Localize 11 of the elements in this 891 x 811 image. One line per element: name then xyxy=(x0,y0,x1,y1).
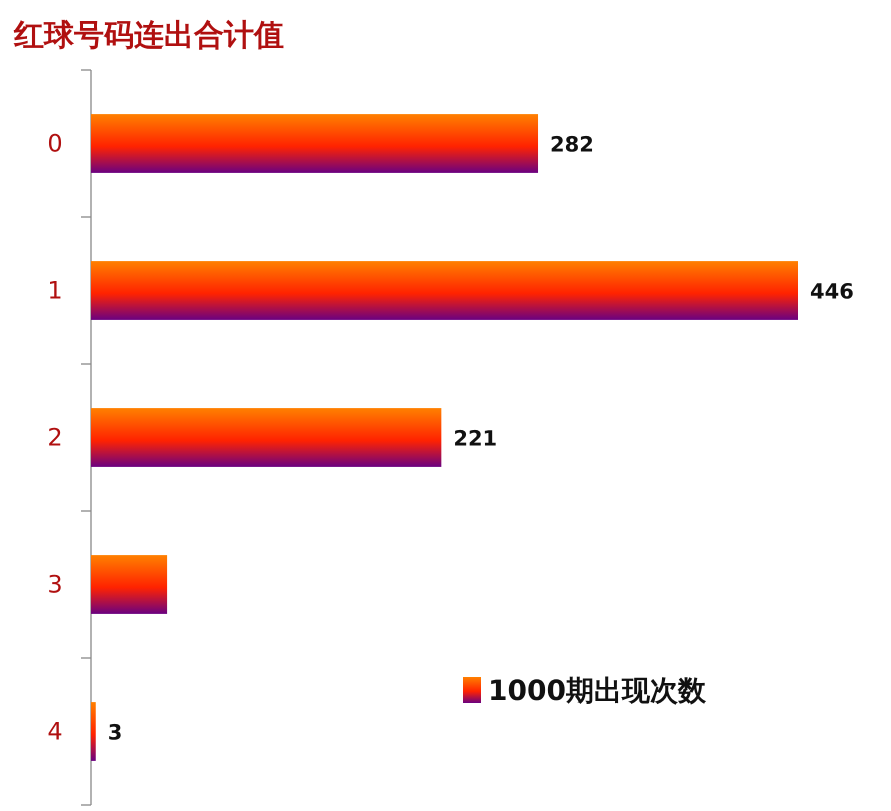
chart-title: 红球号码连出合计值 xyxy=(13,18,284,53)
y-tick-label: 4 xyxy=(47,718,63,746)
data-label: 282 xyxy=(550,132,594,156)
y-tick-label: 3 xyxy=(47,570,63,598)
y-tick-label: 0 xyxy=(47,130,63,158)
y-tick-label: 1 xyxy=(47,276,63,304)
data-label: 221 xyxy=(453,426,498,450)
y-tick-label: 2 xyxy=(47,424,63,452)
data-label: 3 xyxy=(108,720,122,744)
data-label: 446 xyxy=(810,280,854,304)
legend: 1000期出现次数 xyxy=(463,674,706,707)
